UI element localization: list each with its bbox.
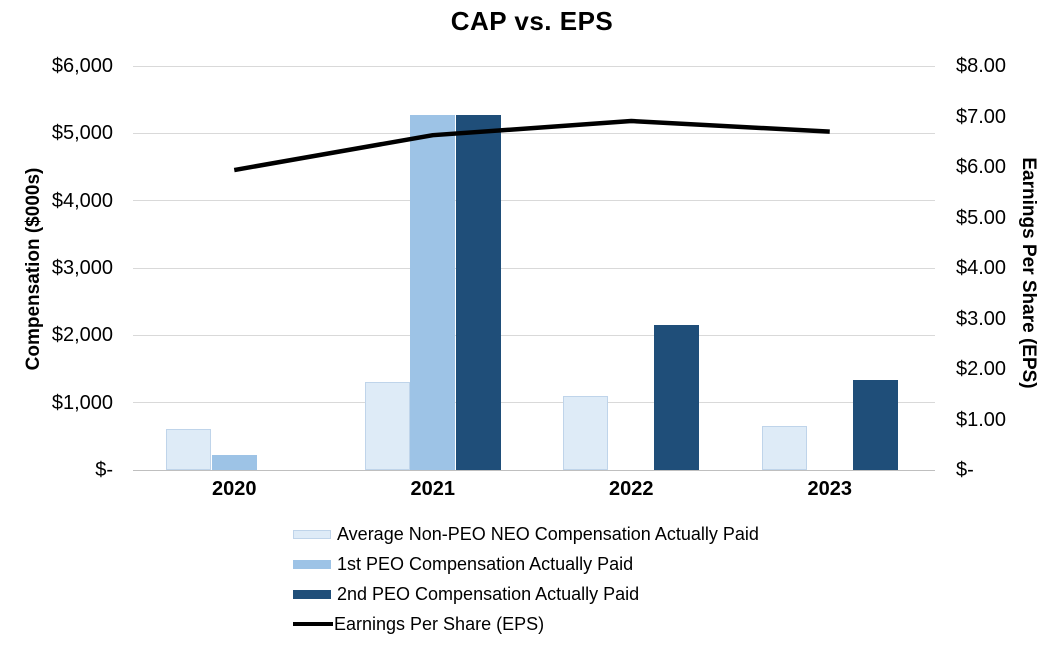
legend-label: Average Non-PEO NEO Compensation Actuall…: [337, 523, 759, 544]
right-axis-tick-label: $-: [956, 459, 974, 481]
legend-item: 1st PEO Compensation Actually Paid: [293, 549, 759, 579]
right-axis-tick-label: $1.00: [956, 408, 1007, 431]
bar-series-3-2022: [654, 325, 700, 470]
left-axis-tick-label: $2,000: [51, 324, 113, 347]
bar-series-1-2022: [563, 395, 609, 470]
right-axis-tick-label: $6.00: [956, 156, 1007, 178]
left-axis-tick-label: $4,000: [51, 189, 113, 212]
gridline: [133, 267, 935, 269]
right-axis-tick-label: $5.00: [956, 206, 1007, 229]
gridline: [133, 334, 935, 336]
gridline: [133, 200, 935, 202]
bar-series-3-2023: [852, 380, 898, 470]
bar-series-1-2023: [761, 425, 807, 470]
eps-line: [233, 118, 830, 173]
legend-item: Earnings Per Share (EPS): [293, 609, 759, 639]
legend-label: Earnings Per Share (EPS): [334, 613, 545, 634]
legend-swatch-bar: [293, 559, 331, 569]
right-axis-tick-label: $7.00: [956, 105, 1007, 128]
legend-label: 1st PEO Compensation Actually Paid: [337, 553, 634, 574]
x-axis-line: [133, 469, 935, 471]
left-axis-tick-label: $5,000: [51, 122, 113, 145]
right-axis-title: Earnings Per Share (EPS): [1018, 157, 1039, 389]
legend-swatch-line: [293, 622, 333, 626]
bar-series-2-2021: [410, 115, 456, 470]
bar-series-1-2021: [364, 382, 410, 470]
left-axis-tick-label: $-: [95, 459, 113, 481]
right-axis-tick-label: $3.00: [956, 307, 1007, 330]
bar-series-2-2020: [211, 454, 257, 470]
bar-series-1-2020: [166, 428, 212, 470]
right-axis-tick-label: $2.00: [956, 358, 1007, 380]
legend-swatch-bar: [293, 529, 331, 539]
bar-series-3-2021: [455, 115, 501, 470]
gridline: [133, 132, 935, 134]
left-axis-tick-label: $3,000: [51, 257, 113, 279]
chart-title: CAP vs. EPS: [450, 6, 614, 36]
right-axis-tick-label: $4.00: [956, 257, 1007, 279]
legend: Average Non-PEO NEO Compensation Actuall…: [293, 519, 759, 639]
gridline: [133, 402, 935, 404]
legend-label: 2nd PEO Compensation Actually Paid: [337, 583, 640, 604]
legend-item: 2nd PEO Compensation Actually Paid: [293, 579, 759, 609]
x-axis-label: 2020: [212, 478, 257, 500]
legend-swatch-bar: [293, 589, 331, 599]
right-axis-tick-label: $8.00: [956, 55, 1007, 77]
left-axis-tick-label: $1,000: [51, 391, 113, 414]
x-axis-label: 2021: [410, 478, 456, 500]
legend-item: Average Non-PEO NEO Compensation Actuall…: [293, 519, 759, 549]
x-axis-label: 2022: [609, 478, 654, 500]
x-axis-label: 2023: [807, 478, 853, 500]
gridline: [133, 65, 935, 67]
left-axis-tick-label: $6,000: [51, 55, 113, 77]
